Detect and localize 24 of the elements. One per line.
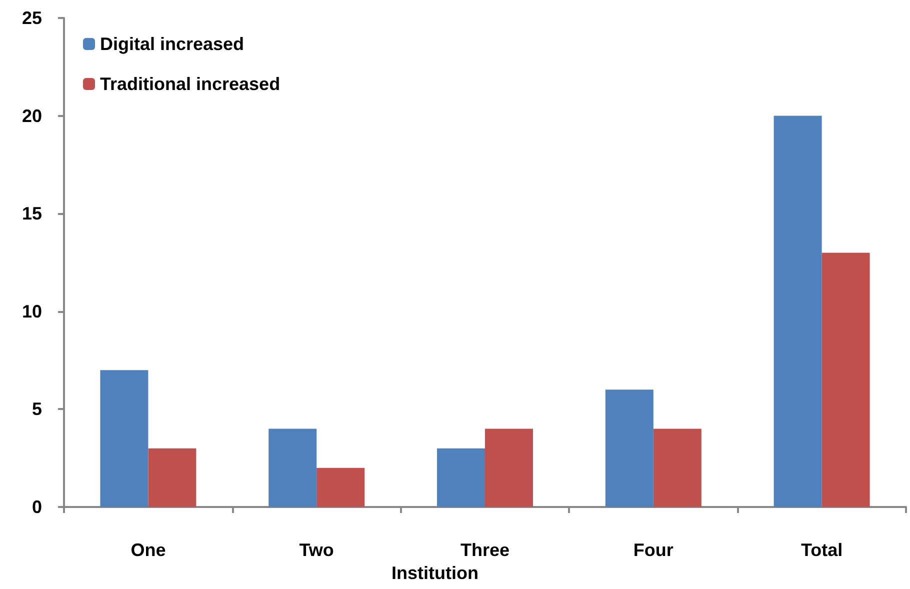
bar	[437, 448, 485, 507]
bar	[316, 468, 365, 507]
x-tick-label: Four	[633, 540, 674, 560]
bar	[653, 428, 702, 507]
bar	[774, 116, 822, 507]
bar	[822, 252, 870, 507]
x-tick-label: Total	[800, 540, 843, 560]
legend-label: Traditional increased	[100, 74, 280, 94]
x-tick-label: One	[130, 540, 166, 560]
bar	[268, 428, 317, 507]
x-axis-title: Institution	[392, 562, 478, 583]
x-tick-label: Two	[299, 540, 334, 560]
y-tick-label: 10	[22, 301, 42, 322]
bar	[605, 390, 654, 507]
bar	[100, 370, 148, 507]
y-tick-label: 0	[32, 497, 42, 517]
y-tick-label: 25	[22, 8, 42, 28]
bar	[148, 448, 196, 507]
x-tick-label: Three	[460, 540, 510, 560]
y-tick-label: 15	[22, 204, 42, 224]
legend-label: Digital increased	[100, 34, 244, 54]
y-tick-label: 5	[32, 399, 42, 420]
bar	[485, 428, 533, 507]
y-tick-label: 20	[22, 106, 42, 126]
